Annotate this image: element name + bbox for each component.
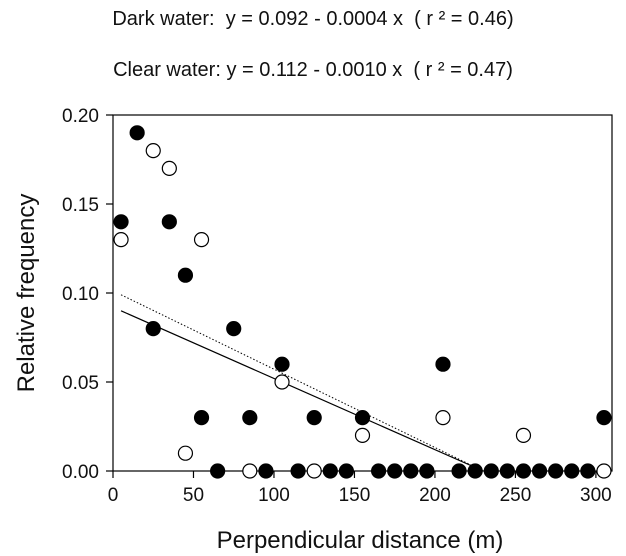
filled-data-point [564,463,580,479]
x-tick-label: 250 [500,485,532,506]
filled-data-point [258,463,274,479]
filled-data-point [531,463,548,479]
filled-data-point [467,463,483,479]
y-axis: 0.00 0.05 0.10 0.15 0.20 [62,106,113,483]
y-tick-label: 0.05 [62,373,99,394]
filled-data-point [596,410,612,426]
filled-data-point [177,267,194,283]
filled-data-point [161,214,177,230]
open-data-point [435,410,451,426]
filled-data-point [274,356,290,372]
filled-data-point [113,214,129,230]
open-data-point [596,463,612,479]
filled-data-point [290,463,306,479]
y-tick-label: 0.20 [62,106,99,127]
filled-data-point [210,463,226,479]
filled-data-point [403,463,419,479]
open-data-point [177,445,194,461]
x-tick-label: 150 [339,485,371,506]
dark-water-equation: Dark water: y = 0.092 - 0.0004 x ( r ² =… [112,8,514,30]
x-tick-label: 50 [183,485,204,506]
y-tick-label: 0.10 [62,284,99,305]
filled-data-point [129,125,145,141]
filled-data-point [483,463,499,479]
filled-data-point [548,463,564,479]
filled-data-point [370,463,387,479]
filled-data-point [322,463,338,479]
open-data-point [161,160,177,176]
filled-data-point [451,463,467,479]
x-tick-label: 300 [580,485,612,506]
filled-data-point [145,321,161,337]
filled-data-point [419,463,435,479]
x-tick-label: 100 [258,485,290,506]
open-data-point [354,427,371,443]
filled-data-point [242,410,258,426]
open-data-point [515,427,532,443]
x-tick-label: 200 [419,485,451,506]
clear-water-fit-line [120,294,484,472]
filled-data-point [515,463,532,479]
y-tick-label: 0.15 [62,195,99,216]
x-tick-label: 0 [108,485,119,506]
y-axis-title: Relative frequency [13,194,40,393]
filled-data-point [435,356,451,372]
open-data-point [242,463,258,479]
x-axis: 0 50 100 150 200 250 300 [108,471,612,506]
filled-data-point [226,321,242,337]
y-tick-label: 0.00 [62,462,99,483]
open-data-point [274,374,290,390]
filled-data-point [387,463,403,479]
regression-lines [120,294,484,472]
filled-data-point [193,410,210,426]
filled-data-point [354,410,371,426]
filled-data-point [580,463,596,479]
x-axis-title: Perpendicular distance (m) [217,527,504,554]
open-data-point [145,143,161,159]
filled-data-point [499,463,515,479]
filled-data-point [306,410,322,426]
open-data-point [193,232,210,248]
clear-water-equation: Clear water: y = 0.112 - 0.0010 x ( r ² … [113,59,513,81]
dark-water-fit-line [120,310,484,472]
data-points [113,125,612,479]
open-data-point [306,463,322,479]
filled-data-point [338,463,355,479]
open-data-point [113,232,129,248]
